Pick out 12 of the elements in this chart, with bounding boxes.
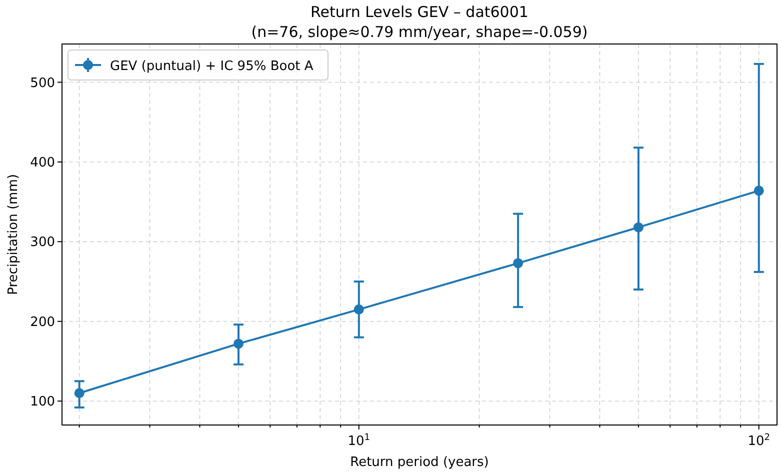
y-tick-label: 500 xyxy=(30,76,55,91)
y-tick-label: 100 xyxy=(30,394,55,410)
chart-title: Return Levels GEV – dat6001 xyxy=(310,3,528,21)
y-axis-title: Precipitation (mm) xyxy=(6,174,21,295)
x-tick-label: 10$^{1}$ xyxy=(348,433,370,449)
y-tick-label: 400 xyxy=(30,155,55,170)
y-tick-label: 200 xyxy=(30,314,55,330)
x-axis-title: Return period (years) xyxy=(350,455,489,470)
x-tick-label: 10$^{2}$ xyxy=(748,433,770,449)
y-tick-label: 300 xyxy=(30,235,55,250)
chart-subtitle: (n=76, slope≈0.79 mm/year, shape=-0.059) xyxy=(251,23,588,41)
legend-label: GEV (puntual) + IC 95% Boot A xyxy=(110,59,314,74)
